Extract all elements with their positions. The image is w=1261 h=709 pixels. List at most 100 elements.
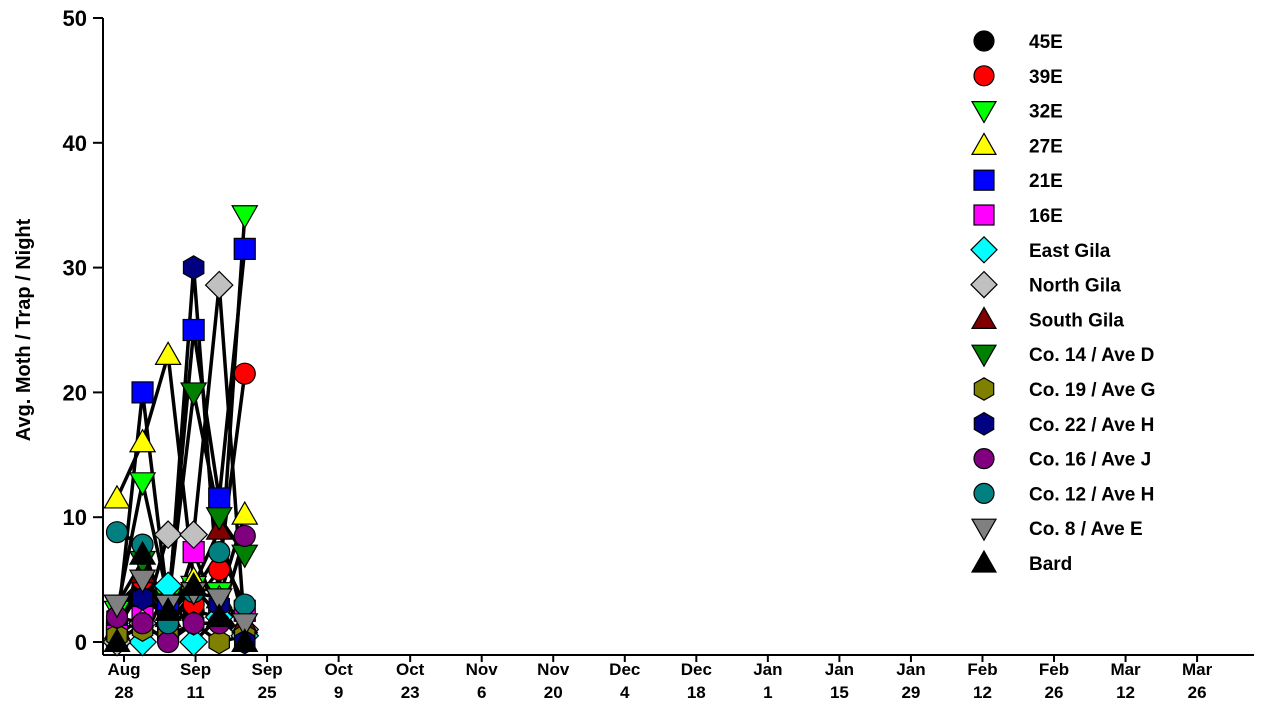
data-point bbox=[128, 472, 157, 497]
x-tick-label-month: Jan bbox=[825, 660, 854, 679]
y-tick-label: 50 bbox=[63, 6, 87, 31]
x-tick-label-month: Sep bbox=[180, 660, 211, 679]
x-tick-label: Dec 4 bbox=[609, 660, 640, 702]
x-tick-label-day: 26 bbox=[1188, 683, 1207, 702]
data-point bbox=[205, 588, 233, 613]
legend-entry: 16E bbox=[973, 204, 1063, 227]
data-point bbox=[103, 628, 131, 653]
y-axis-label: Avg. Moth / Trap / Night bbox=[13, 218, 35, 441]
data-point bbox=[233, 593, 256, 616]
data-point bbox=[131, 612, 154, 635]
x-tick-label-day: 29 bbox=[901, 683, 920, 702]
data-point bbox=[103, 484, 131, 509]
x-tick-label-day: 23 bbox=[401, 683, 420, 702]
x-tick-label-day: 25 bbox=[258, 683, 277, 702]
legend-marker bbox=[973, 448, 995, 470]
legend-entry: Co. 16 / Ave J bbox=[973, 448, 1151, 471]
x-tick-label: Aug 28 bbox=[107, 660, 140, 702]
x-tick-label-day: 11 bbox=[187, 683, 205, 702]
legend-marker bbox=[973, 30, 995, 52]
x-tick-label-month: Mar bbox=[1110, 660, 1141, 679]
x-tick-label-day: 4 bbox=[620, 683, 630, 702]
data-point bbox=[208, 487, 231, 510]
legend-marker bbox=[970, 235, 998, 264]
data-point bbox=[131, 585, 154, 611]
legend-marker bbox=[973, 482, 995, 504]
x-tick-label: Dec 18 bbox=[681, 660, 712, 702]
legend-marker bbox=[973, 204, 995, 226]
legend-entry: 27E bbox=[970, 132, 1063, 157]
data-point bbox=[180, 572, 208, 596]
x-tick-label-day: 1 bbox=[763, 683, 772, 702]
data-point bbox=[208, 541, 231, 564]
x-tick-label: Jan 15 bbox=[825, 660, 854, 702]
series-line bbox=[115, 248, 247, 630]
axes bbox=[93, 17, 1254, 662]
legend-entry: Co. 8 / Ave E bbox=[970, 518, 1143, 542]
x-tick-label: Jan 29 bbox=[896, 660, 925, 702]
data-point bbox=[128, 428, 157, 453]
data-point bbox=[154, 341, 182, 366]
legend-marker bbox=[970, 100, 998, 124]
legend-label: 16E bbox=[1029, 206, 1063, 227]
legend-label: 39E bbox=[1029, 67, 1063, 88]
x-tick-label-month: Nov bbox=[537, 660, 570, 679]
data-point bbox=[179, 627, 209, 657]
legend-label: 21E bbox=[1029, 171, 1063, 192]
legend-entry: Co. 22 / Ave H bbox=[973, 411, 1154, 436]
x-tick-label-month: Nov bbox=[466, 660, 499, 679]
data-point bbox=[231, 500, 259, 525]
x-tick-label: Nov 6 bbox=[466, 660, 499, 702]
data-point bbox=[182, 318, 205, 342]
x-tick-label-month: Feb bbox=[1039, 660, 1069, 679]
x-tick-label: Sep 25 bbox=[251, 660, 282, 702]
series-points bbox=[105, 524, 256, 654]
x-tick-label-month: Feb bbox=[967, 660, 997, 679]
legend-label: Co. 16 / Ave J bbox=[1029, 450, 1151, 471]
data-point bbox=[180, 382, 208, 407]
data-point bbox=[179, 520, 209, 550]
legend-label: East Gila bbox=[1029, 241, 1111, 262]
legend-label: Bard bbox=[1029, 554, 1072, 575]
legend-marker bbox=[973, 169, 995, 191]
data-point bbox=[105, 521, 129, 544]
data-point bbox=[233, 524, 256, 548]
data-point bbox=[204, 270, 234, 300]
x-tick-label: Nov 20 bbox=[537, 660, 570, 702]
legend-label: Co. 19 / Ave G bbox=[1029, 380, 1155, 401]
x-tick-label-day: 15 bbox=[830, 683, 849, 702]
legend-marker bbox=[973, 411, 995, 436]
series-points bbox=[103, 540, 259, 653]
legend-label: North Gila bbox=[1029, 276, 1121, 297]
x-tick-labels: Aug28Sep11Sep25Oct9Oct23Nov6Nov20Dec4Dec… bbox=[107, 660, 1212, 702]
x-tick-label: Oct 23 bbox=[396, 660, 425, 702]
legend-label: 45E bbox=[1029, 32, 1063, 53]
x-tick-label-day: 6 bbox=[477, 683, 486, 702]
x-tick-label-day: 18 bbox=[687, 683, 706, 702]
x-tick-label-month: Jan bbox=[896, 660, 925, 679]
legend-entry: East Gila bbox=[970, 235, 1111, 264]
legend-entry: Co. 14 / Ave D bbox=[970, 344, 1154, 368]
x-tick-label-month: Jan bbox=[753, 660, 782, 679]
x-tick-label-month: Oct bbox=[324, 660, 353, 679]
y-tick-label: 30 bbox=[63, 256, 87, 281]
data-point bbox=[231, 613, 259, 638]
x-tick-label-day: 12 bbox=[973, 683, 992, 702]
legend-entry: South Gila bbox=[970, 306, 1124, 331]
x-tick-label: Sep 11 bbox=[180, 660, 211, 702]
x-tick-label-month: Aug bbox=[107, 660, 140, 679]
data-point bbox=[205, 507, 233, 532]
x-tick-label: Jan 1 bbox=[753, 660, 782, 702]
legend-label: 32E bbox=[1029, 102, 1063, 123]
legend-label: Co. 14 / Ave D bbox=[1029, 345, 1154, 366]
legend-label: Co. 12 / Ave H bbox=[1029, 484, 1154, 505]
x-tick-label-day: 26 bbox=[1045, 683, 1064, 702]
x-tick-label: Mar 26 bbox=[1182, 660, 1213, 702]
legend-marker bbox=[970, 306, 998, 329]
y-tick-label: 0 bbox=[75, 630, 87, 655]
data-point bbox=[128, 569, 157, 594]
x-tick-label-month: Dec bbox=[681, 660, 712, 679]
legend-entry: Co. 12 / Ave H bbox=[973, 482, 1154, 505]
data-point bbox=[128, 540, 157, 565]
legend-entry: 32E bbox=[970, 100, 1063, 124]
